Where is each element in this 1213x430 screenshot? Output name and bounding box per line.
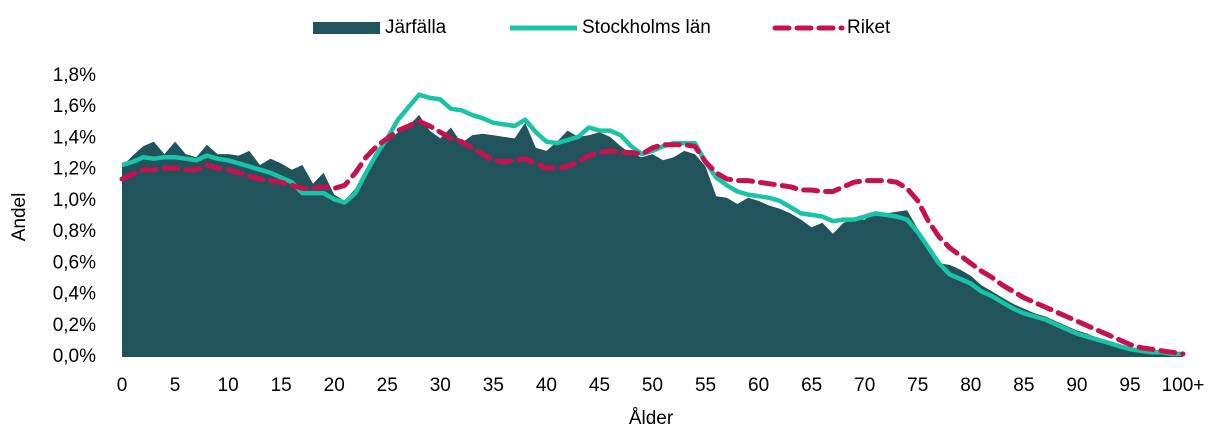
legend-swatch <box>313 22 380 34</box>
y-axis-label: Andel <box>9 193 30 242</box>
x-tick-label: 80 <box>960 375 981 396</box>
x-tick-label: 35 <box>483 375 504 396</box>
y-tick-label: 0,0% <box>53 346 96 367</box>
x-tick-label: 40 <box>536 375 557 396</box>
x-tick-label: 60 <box>748 375 769 396</box>
x-tick-label: 15 <box>271 375 292 396</box>
legend-label: Järfälla <box>385 17 447 38</box>
x-tick-label: 70 <box>854 375 875 396</box>
x-tick-label: 20 <box>324 375 345 396</box>
y-tick-label: 0,6% <box>53 252 96 273</box>
x-tick-label: 25 <box>377 375 398 396</box>
y-tick-label: 0,8% <box>53 221 96 242</box>
y-tick-label: 0,2% <box>53 315 96 336</box>
x-tick-label: 50 <box>642 375 663 396</box>
x-tick-label: 75 <box>907 375 928 396</box>
x-tick-label: 5 <box>170 375 181 396</box>
x-tick-label: 55 <box>695 375 716 396</box>
x-tick-label: 100+ <box>1162 375 1205 396</box>
x-tick-label: 0 <box>117 375 128 396</box>
y-tick-label: 1,8% <box>53 65 96 86</box>
x-axis-label: Ålder <box>629 408 674 429</box>
x-tick-label: 85 <box>1013 375 1034 396</box>
area <box>122 115 1183 357</box>
legend-label: Riket <box>847 17 891 38</box>
y-tick-label: 1,0% <box>53 190 96 211</box>
x-tick-label: 90 <box>1066 375 1087 396</box>
y-tick-label: 1,2% <box>53 159 96 180</box>
line <box>119 118 1186 357</box>
x-tick-label: 30 <box>430 375 451 396</box>
x-tick-label: 95 <box>1119 375 1140 396</box>
y-tick-label: 1,6% <box>53 96 96 117</box>
x-tick-label: 45 <box>589 375 610 396</box>
legend-label: Stockholms län <box>582 17 711 38</box>
y-tick-label: 1,4% <box>53 127 96 148</box>
x-tick-label: 65 <box>801 375 822 396</box>
x-tick-label: 10 <box>218 375 239 396</box>
y-tick-label: 0,4% <box>53 284 96 305</box>
